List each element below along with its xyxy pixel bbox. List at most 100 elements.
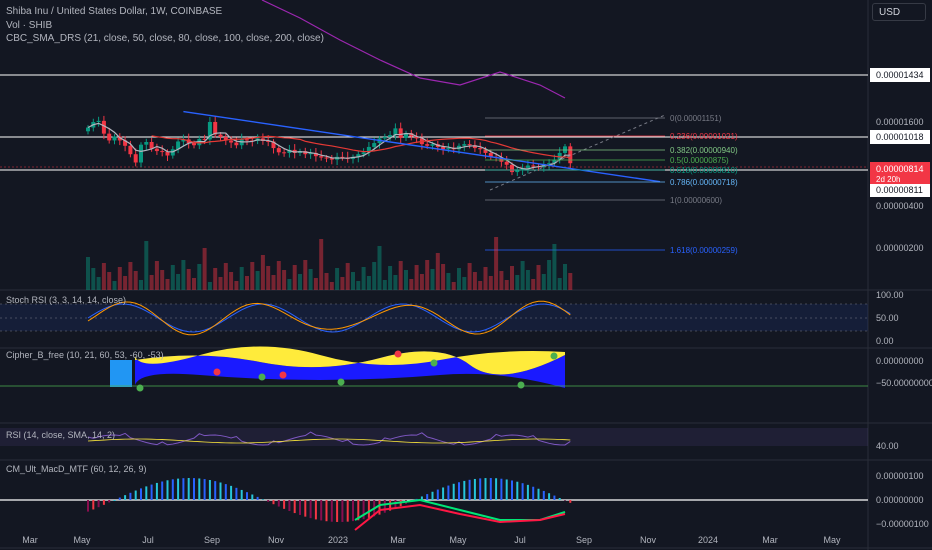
macd-histogram-bar xyxy=(346,500,349,522)
time-axis-label: Mar xyxy=(22,535,38,545)
level-badge xyxy=(870,183,930,197)
volume-bar xyxy=(133,271,138,290)
stoch-tick: 50.00 xyxy=(876,313,899,323)
volume-bar xyxy=(425,260,430,290)
stoch-tick: 0.00 xyxy=(876,336,894,346)
macd-histogram-bar xyxy=(463,480,466,500)
cipher-signal-dot xyxy=(258,373,266,381)
volume-bar xyxy=(377,246,382,290)
time-axis-label: Nov xyxy=(268,535,285,545)
trendline xyxy=(183,110,661,183)
macd-histogram-bar xyxy=(436,489,439,500)
volume-bar xyxy=(260,255,265,290)
rsi-tick: 40.00 xyxy=(876,441,899,451)
macd-histogram-bar xyxy=(336,500,339,522)
macd-histogram-bar xyxy=(230,485,233,500)
volume-bar xyxy=(499,271,504,290)
stoch-band xyxy=(0,304,868,331)
macd-histogram-bar xyxy=(320,500,323,521)
volume-bar xyxy=(139,280,143,290)
macd-label: CM_Ult_MacD_MTF (60, 12, 26, 9) xyxy=(6,464,147,474)
candle-body xyxy=(86,127,90,132)
candle-body xyxy=(504,161,509,165)
currency-selector[interactable]: USD xyxy=(872,3,926,21)
candle-body xyxy=(446,148,451,150)
volume-bar xyxy=(494,237,499,290)
macd-histogram-bar xyxy=(261,499,264,500)
macd-histogram-bar xyxy=(288,500,291,512)
macd-histogram-bar xyxy=(140,488,142,500)
macd-histogram-bar xyxy=(394,500,397,509)
volume-bar xyxy=(568,273,573,290)
macd-histogram-bar xyxy=(182,478,185,500)
volume-bar xyxy=(510,266,514,290)
candle-body xyxy=(282,152,287,154)
macd-histogram-bar xyxy=(330,500,333,522)
macd-histogram-bar xyxy=(495,478,498,500)
volume-bar xyxy=(419,274,424,290)
macd-histogram-bar xyxy=(473,478,476,500)
candle-body xyxy=(531,165,536,167)
level-badge-text: 0.00001434 xyxy=(876,70,924,80)
volume-bar xyxy=(335,268,340,290)
level-badge-text: 0.00000811 xyxy=(876,185,923,195)
volume-bar xyxy=(478,281,483,290)
time-axis-label: May xyxy=(823,535,841,545)
volume-bar xyxy=(239,267,244,290)
candle-body xyxy=(139,144,143,163)
macd-histogram-bar xyxy=(251,494,254,500)
volume-bar xyxy=(107,272,112,290)
fib-level-label: 0.236(0.00001021) xyxy=(670,132,738,141)
volume-bar xyxy=(483,267,488,290)
volume-bar xyxy=(181,260,186,290)
price-tick: 0.00001600 xyxy=(876,117,924,127)
volume-bar xyxy=(192,278,196,290)
candle-body xyxy=(276,148,281,153)
volume-bar xyxy=(451,282,456,290)
candle-body xyxy=(388,135,393,137)
macd-histogram-bar xyxy=(299,500,301,515)
candle-body xyxy=(117,136,122,141)
candle-body xyxy=(398,128,403,138)
candle-body xyxy=(234,142,239,146)
volume-bar xyxy=(441,264,446,290)
cipher-signal-dot xyxy=(337,378,345,386)
macd-histogram-bar xyxy=(113,500,116,501)
candle-body xyxy=(107,133,112,141)
macd-histogram-bar xyxy=(431,491,434,500)
macd-histogram-bar xyxy=(208,479,211,500)
macd-histogram-bar xyxy=(214,481,217,500)
volume-bar xyxy=(292,265,297,290)
candle-body xyxy=(441,146,446,150)
volume-bar xyxy=(160,270,165,290)
price-tick: 0.00000400 xyxy=(876,201,924,211)
candle-body xyxy=(478,148,483,150)
candle-body xyxy=(319,156,324,158)
cipher-yellow-area xyxy=(135,346,565,375)
candle-body xyxy=(181,139,186,142)
volume-bar xyxy=(536,265,541,290)
volume-bar xyxy=(552,244,557,290)
volume-bar xyxy=(96,277,101,290)
macd-histogram-bar xyxy=(92,500,95,510)
sma-legend: CBC_SMA_DRS (21, close, 50, close, 80, c… xyxy=(6,33,324,44)
volume-bar xyxy=(186,269,191,290)
macd-histogram-bar xyxy=(420,496,423,500)
macd-histogram-bar xyxy=(193,478,195,500)
volume-bar xyxy=(144,241,149,290)
cipher-tick: 0.00000000 xyxy=(876,356,924,366)
time-axis-label: Mar xyxy=(762,535,778,545)
volume-bar xyxy=(547,260,552,290)
macd-histogram-bar xyxy=(558,497,561,500)
macd-histogram-bar xyxy=(224,484,227,500)
candle-body xyxy=(101,120,106,134)
volume-bar xyxy=(409,279,414,290)
macd-histogram-bar xyxy=(118,497,121,500)
macd-histogram-bar xyxy=(352,500,354,522)
candle-body xyxy=(112,136,117,141)
macd-histogram-bar xyxy=(489,478,492,500)
volume-bar xyxy=(176,274,181,290)
macd-histogram-bar xyxy=(516,481,519,500)
macd-tick: −0.00000100 xyxy=(876,519,929,529)
